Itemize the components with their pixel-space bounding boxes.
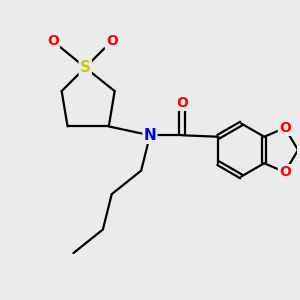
Text: O: O bbox=[106, 34, 118, 48]
Text: O: O bbox=[47, 34, 59, 48]
Text: O: O bbox=[279, 121, 291, 135]
Text: O: O bbox=[176, 96, 188, 110]
Text: S: S bbox=[80, 60, 91, 75]
Text: N: N bbox=[144, 128, 156, 143]
Text: O: O bbox=[279, 165, 291, 179]
